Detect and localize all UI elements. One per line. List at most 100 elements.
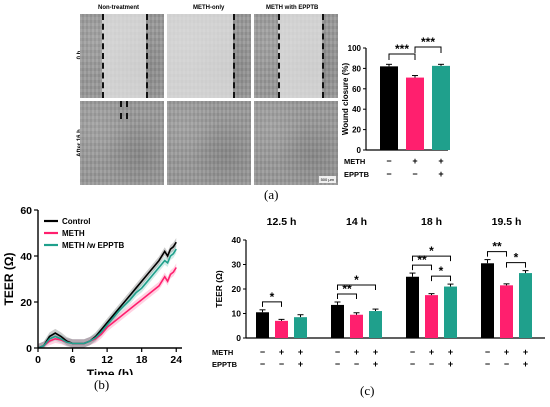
micrograph-meth-only-0h: [167, 14, 251, 98]
series-band: [38, 238, 177, 348]
condition-sign: +: [504, 347, 509, 357]
x-axis-title: Time (h): [87, 367, 133, 375]
significance-7-label: *: [514, 251, 519, 265]
condition-sign: −: [260, 359, 265, 369]
significance-5-bracket: [412, 255, 451, 262]
condition-sign: +: [523, 347, 528, 357]
condition-label: METH: [344, 157, 365, 166]
panel-label-a: (a): [264, 187, 279, 202]
significance-5-label: *: [429, 244, 434, 258]
significance-0-label: *: [270, 290, 275, 304]
condition-sign: −: [386, 156, 391, 166]
condition-sign: −: [504, 359, 509, 369]
y-tick-label: 0: [236, 333, 241, 343]
y-tick-label: 0: [26, 343, 32, 355]
condition-sign: +: [354, 347, 359, 357]
condition-sign: −: [410, 347, 415, 357]
bar: [481, 263, 494, 338]
legend-label: METH: [62, 229, 85, 238]
y-tick-label: 30: [232, 260, 242, 270]
significance-0-label: ***: [395, 42, 409, 56]
condition-sign: −: [386, 169, 391, 179]
x-tick-label: 12: [101, 354, 113, 366]
column-header-meth-only: METH-only: [193, 5, 225, 11]
series-line: [37, 248, 177, 349]
condition-sign: +: [523, 359, 528, 369]
micrograph-non-treatment-16h: [80, 101, 164, 185]
significance-2-bracket: [337, 284, 376, 290]
significance-6-bracket: [487, 251, 507, 257]
bar: [331, 304, 344, 338]
condition-sign: +: [373, 359, 378, 369]
x-tick-label: 0: [35, 354, 41, 366]
significance-4-bracket: [431, 275, 451, 282]
bar: [432, 65, 450, 150]
condition-sign: +: [448, 359, 453, 369]
y-tick-label: 0: [357, 146, 362, 155]
significance-0-bracket: [262, 301, 282, 307]
y-tick-label: 20: [352, 126, 361, 135]
significance-6-label: **: [492, 240, 502, 254]
significance-1-label: ***: [421, 35, 435, 49]
condition-sign: −: [354, 359, 359, 369]
y-tick-label: 40: [352, 105, 361, 114]
significance-0-bracket: [388, 53, 416, 60]
y-tick-label: 80: [352, 64, 361, 73]
condition-sign: +: [373, 347, 378, 357]
x-tick-label: 18: [136, 354, 148, 366]
bar: [406, 77, 424, 150]
bar: [519, 273, 532, 338]
y-tick-label: 20: [20, 297, 32, 309]
group-title: 12.5 h: [267, 216, 297, 228]
column-header-meth-eptb: METH with EPPTB: [266, 5, 319, 11]
condition-sign: +: [438, 169, 443, 179]
micrograph-meth-eptb-16h: 500 μm: [254, 101, 338, 185]
condition-sign: −: [335, 359, 340, 369]
significance-1-bracket: [337, 293, 357, 299]
bar: [406, 276, 419, 338]
condition-sign: +: [429, 347, 434, 357]
bar: [444, 286, 457, 338]
condition-sign: +: [298, 347, 303, 357]
condition-label: EPPTB: [212, 360, 238, 369]
micrograph-meth-eptb-0h: [254, 14, 338, 98]
bar: [275, 320, 288, 338]
significance-3-label: **: [417, 253, 427, 267]
y-axis-title: TEER (Ω): [2, 253, 16, 306]
y-tick-label: 20: [232, 284, 242, 294]
micrograph-non-treatment-0h: [80, 14, 164, 98]
condition-sign: +: [298, 359, 303, 369]
y-tick-label: 60: [352, 85, 361, 94]
condition-sign: −: [485, 347, 490, 357]
condition-label: METH: [212, 348, 233, 357]
micrograph-meth-only-16h: [167, 101, 251, 185]
bar: [294, 317, 307, 338]
legend-label: METH /w EPPTB: [62, 241, 124, 250]
condition-label: EPPTB: [344, 170, 370, 179]
condition-sign: −: [335, 347, 340, 357]
group-title: 18 h: [421, 216, 442, 228]
condition-sign: +: [438, 156, 443, 166]
teer-timecourse-chart: 0 20 40 60 0 6 12 18 24 Time (h) TEER (Ω) Control ME…: [2, 205, 182, 375]
condition-sign: −: [279, 359, 284, 369]
condition-sign: −: [260, 347, 265, 357]
column-header-non-treatment: Non-treatment: [98, 5, 140, 11]
x-tick-label: 6: [70, 354, 76, 366]
condition-sign: +: [448, 347, 453, 357]
condition-sign: −: [412, 169, 417, 179]
group-title: 19.5 h: [492, 216, 522, 228]
bar: [425, 295, 438, 338]
bar: [380, 66, 398, 150]
scale-bar: 500 μm: [318, 176, 336, 183]
significance-1-bracket: [414, 46, 442, 53]
panel-label-b: (b): [94, 377, 110, 392]
bar: [369, 311, 382, 338]
legend-label: Control: [62, 217, 90, 226]
condition-sign: +: [279, 347, 284, 357]
condition-sign: +: [412, 156, 417, 166]
bar: [350, 314, 363, 338]
y-axis-title: Wound closure (%): [341, 63, 350, 136]
bar: [500, 285, 513, 338]
